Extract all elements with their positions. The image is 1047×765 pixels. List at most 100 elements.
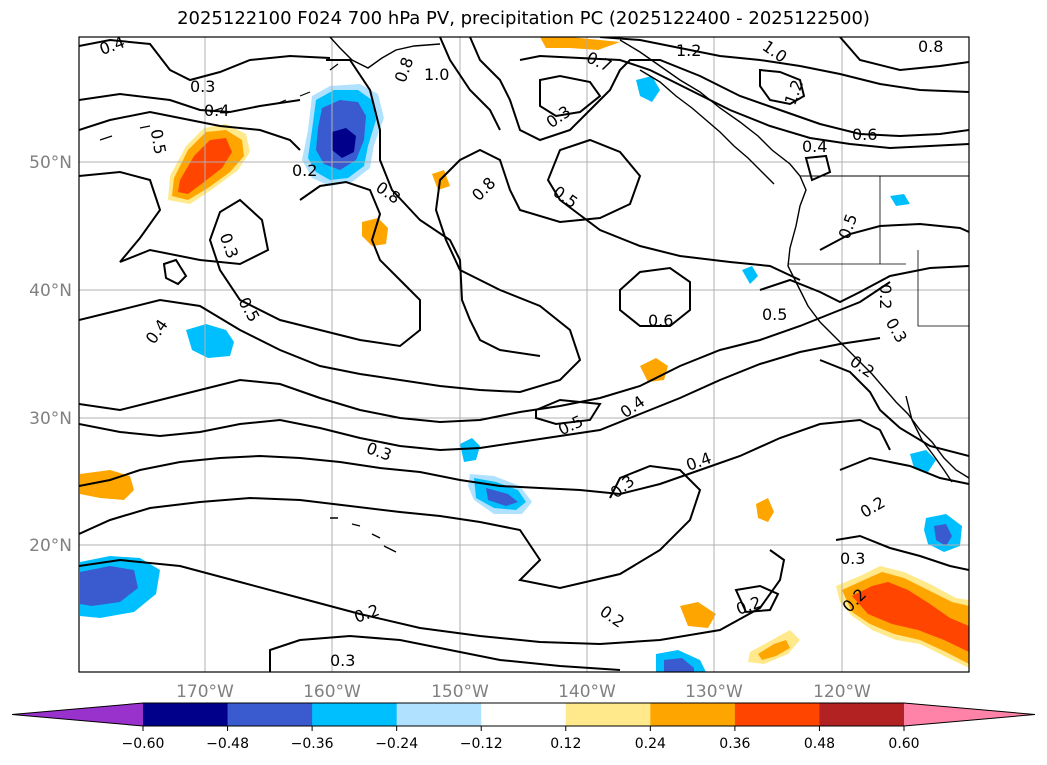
- pv-contour: [439, 37, 501, 131]
- contour-label: 1.2: [781, 77, 808, 107]
- hawaiian-islands: [330, 517, 397, 553]
- contour-label: 1.0: [759, 36, 791, 66]
- precip-fill: [540, 37, 620, 50]
- alaska-panhandle: [639, 69, 775, 185]
- contour-label: 0.3: [190, 77, 215, 96]
- lat-tick-label: 40°N: [29, 281, 72, 301]
- pv-contour: [269, 634, 621, 672]
- colorbar: −0.60 −0.48 −0.36 −0.24 −0.12 0.12 0.24 0.36 0.4…: [11, 702, 1036, 752]
- contour-label: 0.4: [142, 316, 172, 348]
- contour-label: 0.4: [97, 32, 127, 59]
- pv-contour: [79, 281, 891, 424]
- contour-label: 0.6: [852, 125, 877, 144]
- lon-tick-label: 130°W: [685, 682, 743, 702]
- colorbar-swatch: [227, 703, 313, 726]
- pv-contour: [539, 74, 602, 118]
- colorbar-tick-label: 0.12: [550, 736, 581, 752]
- lat-tick-label: 30°N: [29, 409, 72, 429]
- contour-label: 0.8: [918, 37, 943, 56]
- pv-contour: [79, 170, 421, 348]
- contour-label: 0.2: [846, 352, 878, 382]
- colorbar-tick-label: −0.12: [460, 736, 503, 752]
- contour-label: 0.8: [372, 178, 404, 208]
- contour-label: 0.3: [840, 549, 865, 568]
- colorbar-tick-label: 0.48: [804, 736, 835, 752]
- lat-tick-label: 50°N: [29, 153, 72, 173]
- contour-label: 0.4: [204, 101, 229, 120]
- lat-tick-label: 20°N: [29, 536, 72, 556]
- precip-fill: [680, 602, 716, 628]
- precip-fill: [742, 266, 758, 284]
- coastline-baja: [905, 395, 953, 483]
- pv-contour: [819, 359, 969, 457]
- contour-label: 1.2: [676, 41, 701, 60]
- pv-contour: [519, 54, 969, 150]
- pv-contours: [79, 37, 969, 672]
- colorbar-swatch: [650, 703, 736, 726]
- precip-fill: [80, 566, 138, 606]
- contour-label: 0.4: [802, 137, 827, 156]
- precip-fill: [664, 658, 694, 672]
- contour-label: 0.2: [352, 600, 382, 627]
- contour-label: 0.3: [330, 651, 355, 670]
- lon-tick-label: 120°W: [813, 682, 871, 702]
- pv-contour: [79, 38, 331, 82]
- map-gridlines: [79, 37, 969, 672]
- colorbar-swatch: [312, 703, 398, 726]
- state-border: [788, 176, 969, 327]
- lon-tick-label: 140°W: [558, 682, 616, 702]
- precip-fill: [460, 438, 480, 462]
- pv-contour: [79, 110, 301, 151]
- contour-label: 0.2: [596, 602, 628, 632]
- pv-contour: [326, 59, 541, 357]
- lon-tick-labels: 170°W 160°W 150°W 140°W 130°W 120°W: [176, 682, 871, 702]
- contour-label: 1.0: [424, 65, 449, 84]
- precip-fill: [636, 76, 660, 102]
- contour-label: 0.4: [684, 448, 714, 475]
- map-coastlines: [99, 37, 969, 553]
- precip-positive-fills: [80, 37, 969, 668]
- pv-contour: [839, 456, 969, 485]
- pv-contour: [759, 68, 806, 106]
- pv-contour: [79, 464, 702, 590]
- contour-label: 0.6: [648, 311, 673, 330]
- pv-contour: [734, 584, 780, 614]
- precip-fill: [934, 524, 952, 546]
- precip-fill: [756, 498, 774, 522]
- colorbar-swatch: [143, 703, 229, 726]
- colorbar-tick-label: −0.24: [375, 736, 418, 752]
- contour-label: 0.2: [292, 161, 317, 180]
- colorbar-extend-low: [12, 703, 143, 726]
- coastline-north-america: [619, 39, 969, 479]
- precip-fill: [910, 450, 936, 472]
- lon-tick-label: 170°W: [176, 682, 234, 702]
- contour-label: 0.7: [584, 48, 615, 76]
- contour-label: 0.5: [147, 128, 170, 156]
- contour-label: 0.4: [617, 392, 649, 422]
- pv-contour: [619, 266, 691, 327]
- pv-contour: [535, 398, 602, 426]
- pv-contour: [469, 37, 969, 142]
- contour-label: 0.2: [857, 492, 889, 521]
- contour-label: 0.3: [543, 102, 575, 132]
- contour-label: 0.3: [882, 315, 911, 347]
- pv-contour: [839, 37, 969, 72]
- contour-label: 0.5: [835, 211, 862, 241]
- lat-tick-labels: 50°N 40°N 30°N 20°N: [29, 153, 72, 556]
- pv-contour: [759, 265, 969, 304]
- precip-fill: [852, 582, 969, 652]
- precip-fill: [486, 488, 518, 506]
- colorbar-tick-label: −0.60: [122, 736, 165, 752]
- colorbar-extend-high: [904, 703, 1035, 726]
- pv-contour: [599, 37, 969, 93]
- alaska-coast: [329, 37, 441, 69]
- colorbar-tick-label: −0.48: [206, 736, 249, 752]
- contour-label: 0.2: [876, 284, 895, 309]
- colorbar-tick-label: 0.36: [719, 736, 750, 752]
- colorbar-swatch: [819, 703, 905, 726]
- colorbar-swatch: [565, 703, 651, 726]
- precip-fill: [332, 128, 356, 158]
- pv-contour: [162, 258, 188, 286]
- map-title: 2025122100 F024 700 hPa PV, precipitatio…: [177, 8, 870, 29]
- precip-fill: [758, 640, 790, 660]
